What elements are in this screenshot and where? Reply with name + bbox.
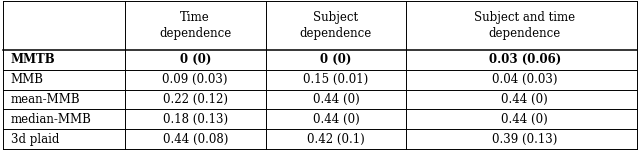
Text: 0.15 (0.01): 0.15 (0.01) bbox=[303, 73, 369, 86]
Text: 0.39 (0.13): 0.39 (0.13) bbox=[492, 133, 557, 146]
Text: Time
dependence: Time dependence bbox=[159, 11, 231, 40]
Text: 0.42 (0.1): 0.42 (0.1) bbox=[307, 133, 365, 146]
Text: 0.04 (0.03): 0.04 (0.03) bbox=[492, 73, 557, 86]
Text: 0.44 (0): 0.44 (0) bbox=[312, 113, 360, 126]
Text: 0.18 (0.13): 0.18 (0.13) bbox=[163, 113, 228, 126]
Text: 0.44 (0): 0.44 (0) bbox=[501, 93, 548, 106]
Text: mean-MMB: mean-MMB bbox=[11, 93, 81, 106]
Text: MMTB: MMTB bbox=[11, 53, 56, 66]
Text: 0.44 (0): 0.44 (0) bbox=[312, 93, 360, 106]
Text: MMB: MMB bbox=[11, 73, 44, 86]
Text: Subject and time
dependence: Subject and time dependence bbox=[474, 11, 575, 40]
Text: 0.44 (0): 0.44 (0) bbox=[501, 113, 548, 126]
Text: 3d plaid: 3d plaid bbox=[11, 133, 60, 146]
Text: 0.44 (0.08): 0.44 (0.08) bbox=[163, 133, 228, 146]
Text: 0.09 (0.03): 0.09 (0.03) bbox=[163, 73, 228, 86]
Text: median-MMB: median-MMB bbox=[11, 113, 92, 126]
Text: Subject
dependence: Subject dependence bbox=[300, 11, 372, 40]
Text: 0 (0): 0 (0) bbox=[179, 53, 211, 66]
Text: 0.22 (0.12): 0.22 (0.12) bbox=[163, 93, 228, 106]
Text: 0 (0): 0 (0) bbox=[320, 53, 352, 66]
Text: 0.03 (0.06): 0.03 (0.06) bbox=[489, 53, 561, 66]
